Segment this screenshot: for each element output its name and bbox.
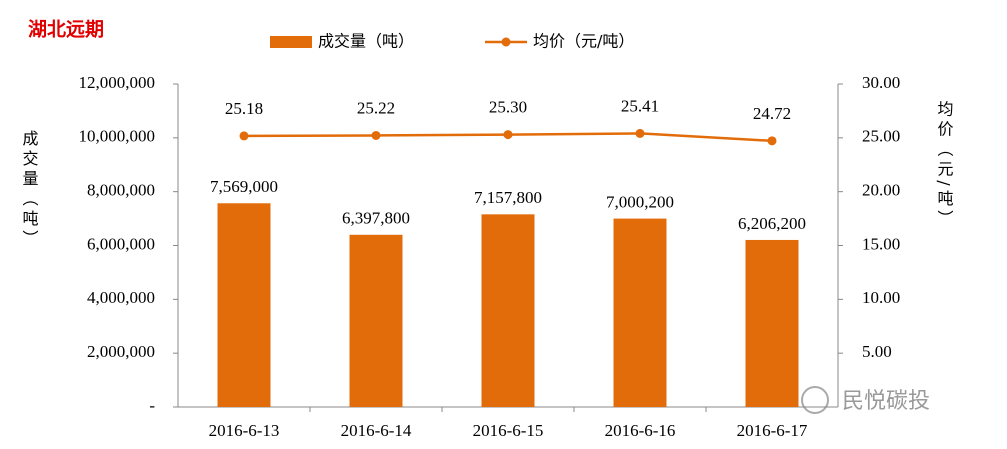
y2-tick-label: 25.00: [862, 127, 900, 146]
bar-value-label: 7,000,200: [606, 192, 674, 211]
bar-value-label: 7,157,800: [474, 188, 542, 207]
y-tick-label: 4,000,000: [87, 288, 155, 307]
bar-value-label: 6,397,800: [342, 209, 410, 228]
line-value-label: 25.41: [621, 96, 659, 115]
x-tick-label: 2016-6-17: [737, 421, 808, 440]
bar: [745, 239, 799, 407]
y2-tick-label: 5.00: [862, 342, 892, 361]
line-value-label: 24.72: [753, 104, 791, 123]
y-axis-label: 成交量（吨）: [20, 130, 39, 250]
watermark-icon: [801, 386, 829, 414]
line-value-label: 25.18: [225, 99, 263, 118]
line-point: [371, 130, 381, 140]
legend-label: 均价（元/吨）: [533, 32, 634, 51]
x-tick-label: 2016-6-15: [473, 421, 544, 440]
y-tick-label: 6,000,000: [87, 234, 155, 253]
bar: [481, 214, 535, 407]
y-tick-label: -: [149, 396, 155, 415]
y-tick-label: 8,000,000: [87, 181, 155, 200]
y-tick-label: 10,000,000: [79, 127, 156, 146]
watermark: 民悦碳投: [842, 389, 930, 414]
x-tick-label: 2016-6-13: [209, 421, 280, 440]
legend-swatch-marker: [501, 37, 511, 47]
bar-value-label: 6,206,200: [738, 214, 806, 233]
x-tick-label: 2016-6-14: [341, 421, 412, 440]
bar-value-label: 7,569,000: [210, 177, 278, 196]
y2-axis-label: 均价（元/吨）: [935, 100, 954, 229]
y2-tick-label: 30.00: [862, 73, 900, 92]
bar: [349, 234, 403, 407]
legend-label: 成交量（吨）: [318, 32, 414, 51]
chart-title: 湖北远期: [28, 19, 104, 41]
y-tick-label: 12,000,000: [79, 73, 156, 92]
y2-tick-label: 15.00: [862, 234, 900, 253]
bar: [613, 218, 667, 407]
y2-tick-label: 10.00: [862, 288, 900, 307]
x-tick-label: 2016-6-16: [605, 421, 676, 440]
legend-swatch: [270, 36, 312, 48]
line-value-label: 25.22: [357, 98, 395, 117]
line-value-label: 25.30: [489, 98, 527, 117]
line-point: [503, 130, 513, 140]
bar: [217, 203, 271, 407]
line-point: [239, 131, 249, 141]
y-tick-label: 2,000,000: [87, 342, 155, 361]
y2-tick-label: 20.00: [862, 181, 900, 200]
line-point: [635, 128, 645, 138]
line-point: [767, 136, 777, 146]
